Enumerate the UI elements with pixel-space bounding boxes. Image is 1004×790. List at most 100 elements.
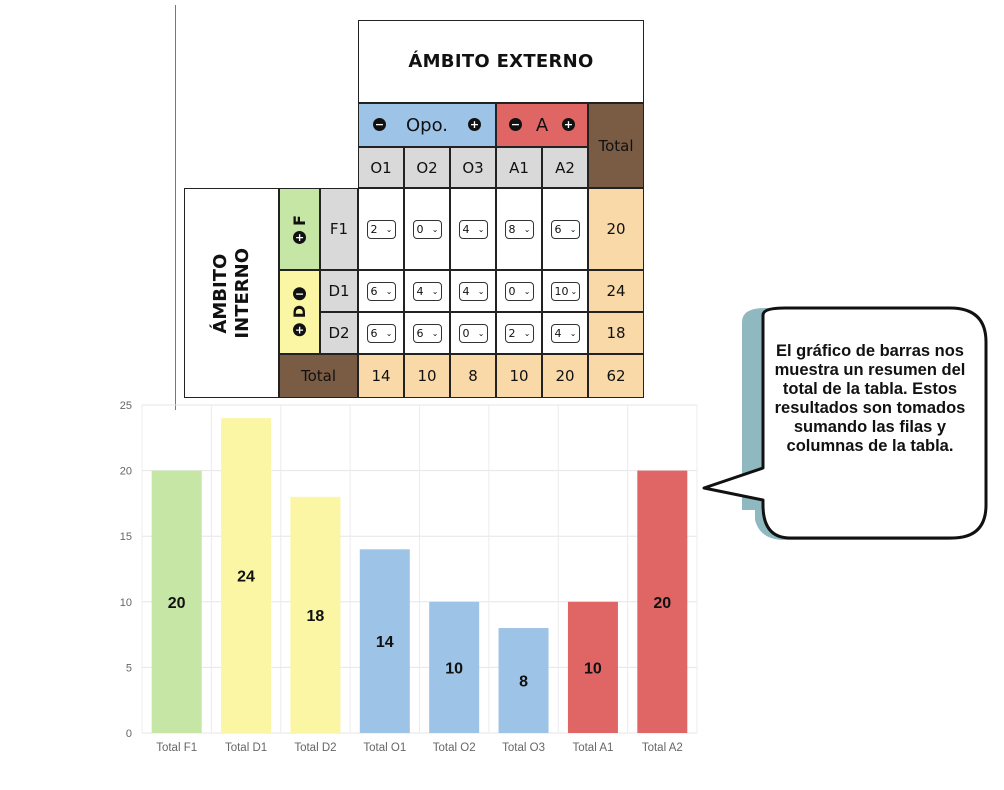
y-tick-label: 10 (120, 597, 132, 609)
table-cell: 4 ⌄ (542, 312, 588, 354)
value-select[interactable]: 6 ⌄ (550, 219, 580, 239)
table-cell: 0 ⌄ (404, 188, 450, 270)
column-header-o1: O1 (358, 147, 404, 188)
row-label-f1: F1 (320, 188, 358, 270)
value-select[interactable]: 0 ⌄ (458, 323, 488, 343)
chevron-down-icon: ⌄ (431, 224, 439, 234)
minus-icon[interactable]: − (509, 118, 522, 131)
weaknesses-label: D (290, 305, 309, 319)
x-tick-label: Total O1 (363, 742, 406, 754)
select-value: 0 (462, 326, 470, 340)
opportunities-label: Opo. (405, 114, 448, 136)
chevron-down-icon: ⌄ (477, 328, 485, 338)
table-cell: 6 ⌄ (358, 312, 404, 354)
chart-bars (151, 418, 688, 733)
value-select[interactable]: 4 ⌄ (458, 219, 488, 239)
value-select[interactable]: 4 ⌄ (412, 281, 442, 301)
value-select[interactable]: 4 ⌄ (458, 281, 488, 301)
row-total: 20 (588, 188, 644, 270)
value-select[interactable]: 6 ⌄ (412, 323, 442, 343)
speech-bubble (702, 306, 988, 540)
select-value: 4 (416, 284, 424, 298)
select-value: 6 (370, 326, 378, 340)
bar-value-label: 8 (519, 674, 528, 691)
select-value: 2 (508, 326, 516, 340)
bar-total-f1[interactable] (151, 470, 202, 733)
chevron-down-icon: ⌄ (385, 328, 393, 338)
chevron-down-icon: ⌄ (523, 286, 531, 296)
bar-value-label: 20 (168, 595, 186, 612)
chevron-down-icon: ⌄ (523, 328, 531, 338)
total-row-label: Total (279, 354, 358, 398)
bar-total-o1[interactable] (359, 549, 410, 733)
x-tick-label: Total F1 (156, 742, 197, 754)
bar-total-a1[interactable] (567, 601, 618, 733)
plus-icon[interactable]: + (293, 323, 306, 337)
weaknesses-group-header: + D − (279, 270, 320, 354)
vertical-divider-line (175, 5, 176, 410)
value-select[interactable]: 4 ⌄ (550, 323, 580, 343)
value-select[interactable]: 2 ⌄ (366, 219, 396, 239)
bar-total-o3[interactable] (498, 628, 549, 733)
value-select[interactable]: 10 ⌄ (550, 281, 580, 301)
strengths-group-header: + F (279, 188, 320, 270)
bar-total-o2[interactable] (429, 601, 480, 733)
plus-icon[interactable]: + (293, 230, 306, 244)
value-select[interactable]: 6 ⌄ (366, 323, 396, 343)
value-select[interactable]: 6 ⌄ (366, 281, 396, 301)
minus-icon[interactable]: − (293, 287, 306, 301)
select-value: 6 (370, 284, 378, 298)
table-cell: 4 ⌄ (450, 188, 496, 270)
threats-label: A (535, 114, 549, 136)
bar-value-label: 24 (237, 569, 255, 586)
bar-total-d2[interactable] (290, 496, 341, 733)
bar-total-d1[interactable] (221, 418, 272, 733)
column-header-o2: O2 (404, 147, 450, 188)
row-total: 18 (588, 312, 644, 354)
chevron-down-icon: ⌄ (431, 286, 439, 296)
column-total: 10 (496, 354, 542, 398)
table-cell: 6 ⌄ (404, 312, 450, 354)
chevron-down-icon: ⌄ (477, 224, 485, 234)
value-select[interactable]: 0 ⌄ (504, 281, 534, 301)
select-value: 6 (416, 326, 424, 340)
plus-icon[interactable]: + (468, 118, 481, 131)
x-tick-label: Total D1 (225, 742, 267, 754)
callout-text: El gráfico de barras nos muestra un resu… (774, 342, 966, 455)
chevron-down-icon: ⌄ (569, 224, 577, 234)
column-total: 8 (450, 354, 496, 398)
plus-icon[interactable]: + (562, 118, 575, 131)
chart-y-axis: 0 5 10 15 20 25 (120, 400, 132, 740)
table-cell: 2 ⌄ (496, 312, 542, 354)
value-select[interactable]: 0 ⌄ (412, 219, 442, 239)
internal-scope-title-box: ÁMBITO INTERNO (184, 188, 279, 398)
x-tick-label: Total O2 (433, 742, 476, 754)
table-cell: 10 ⌄ (542, 270, 588, 312)
y-tick-label: 15 (120, 531, 132, 543)
select-value: 10 (554, 284, 569, 298)
y-tick-label: 20 (120, 466, 132, 478)
threats-header: − A + (496, 103, 588, 147)
column-total: 14 (358, 354, 404, 398)
chart-labels: 20 24 18 14 10 8 10 20 (168, 569, 672, 691)
table-cell: 0 ⌄ (496, 270, 542, 312)
column-header-a1: A1 (496, 147, 542, 188)
select-value: 4 (462, 284, 470, 298)
minus-icon[interactable]: − (373, 118, 386, 131)
value-select[interactable]: 2 ⌄ (504, 323, 534, 343)
grand-total: 62 (588, 354, 644, 398)
chevron-down-icon: ⌄ (570, 286, 578, 296)
column-total: 10 (404, 354, 450, 398)
y-tick-label: 25 (120, 400, 132, 412)
table-cell: 4 ⌄ (450, 270, 496, 312)
chart-grid (141, 404, 698, 734)
column-total: 20 (542, 354, 588, 398)
table-cell: 8 ⌄ (496, 188, 542, 270)
bar-total-a2[interactable] (637, 470, 688, 733)
select-value: 6 (554, 222, 562, 236)
table-cell: 0 ⌄ (450, 312, 496, 354)
table-cell: 4 ⌄ (404, 270, 450, 312)
select-value: 0 (508, 284, 516, 298)
y-tick-label: 0 (126, 728, 132, 740)
value-select[interactable]: 8 ⌄ (504, 219, 534, 239)
